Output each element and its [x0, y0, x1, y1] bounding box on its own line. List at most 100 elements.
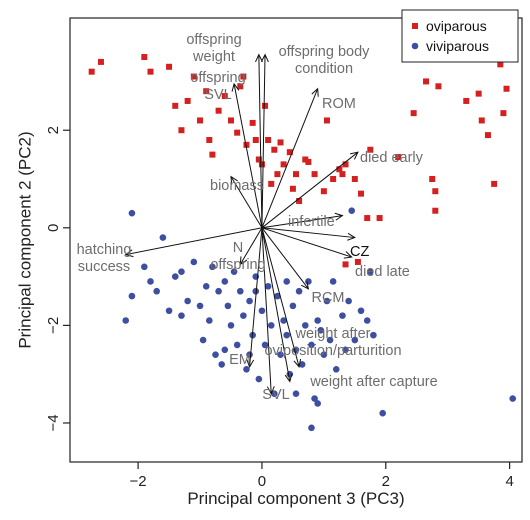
viviparous-point: [271, 390, 278, 397]
oviparous-point: [271, 146, 278, 153]
viviparous-point: [267, 322, 275, 329]
data-points: [88, 54, 517, 432]
loading-label: weight after oviposition/parturition: [264, 326, 401, 359]
loading-label: weight after capture: [309, 374, 437, 390]
viviparous-point: [252, 287, 260, 295]
viviparous-point: [363, 317, 371, 324]
oviparous-point: [336, 166, 343, 173]
oviparous-point: [190, 73, 197, 80]
loading-arrowhead: [301, 280, 310, 290]
viviparous-point: [305, 278, 312, 285]
loading-arrow: [239, 227, 263, 265]
viviparous-point: [357, 307, 365, 315]
viviparous-point: [367, 268, 374, 276]
loading-label: offspring SVL: [190, 70, 245, 103]
loading-arrow: [233, 83, 263, 228]
viviparous-point: [230, 268, 238, 276]
oviparous-point: [475, 90, 482, 97]
viviparous-point: [122, 317, 130, 324]
legend-label-viviparous: viviparous: [426, 38, 489, 54]
viviparous-point: [218, 361, 225, 368]
viviparous-point: [292, 390, 300, 397]
loading-arrowhead: [293, 358, 302, 368]
oviparous-point: [429, 176, 436, 183]
oviparous-point: [503, 85, 510, 92]
oviparous-point: [330, 176, 337, 183]
oviparous-point: [197, 117, 204, 124]
viviparous-point: [128, 209, 136, 217]
viviparous-point: [178, 312, 185, 319]
oviparous-point: [376, 215, 383, 222]
loading-arrow: [261, 227, 309, 290]
oviparous-point: [358, 190, 365, 197]
viviparous-point: [277, 351, 284, 358]
viviparous-point: [301, 322, 309, 329]
viviparous-point: [339, 312, 346, 319]
oviparous-point: [320, 188, 327, 195]
oviparous-point: [262, 102, 269, 109]
loading-arrowhead: [255, 53, 263, 63]
oviparous-point: [432, 188, 439, 195]
viviparous-point: [202, 283, 210, 290]
loading-arrowhead: [347, 232, 356, 241]
oviparous-point: [243, 141, 250, 148]
viviparous-point: [308, 424, 315, 432]
viviparous-point: [153, 287, 160, 295]
x-tick-label: 2: [382, 473, 390, 490]
loading-labels: offspring weight offspring body condition of…: [77, 32, 438, 403]
oviparous-point: [265, 136, 272, 143]
oviparous-point: [88, 68, 95, 75]
oviparous-point: [172, 102, 179, 109]
viviparous-point: [342, 346, 349, 354]
oviparous-point: [268, 180, 275, 187]
viviparous-point: [236, 287, 244, 295]
loading-arrowhead: [239, 256, 248, 266]
viviparous-point: [326, 336, 334, 344]
oviparous-point: [302, 156, 309, 163]
loading-arrowhead: [231, 82, 240, 92]
loading-label: CZ: [350, 244, 369, 260]
viviparous-point: [280, 317, 287, 324]
loading-arrow: [261, 54, 266, 228]
viviparous-point: [243, 365, 250, 373]
viviparous-point: [147, 278, 154, 285]
oviparous-point: [432, 207, 439, 214]
viviparous-point: [215, 287, 222, 295]
loading-arrowhead: [349, 151, 359, 160]
oviparous-point: [274, 171, 281, 178]
legend-box: [401, 9, 519, 63]
viviparous-point: [178, 268, 185, 276]
loading-arrowhead: [230, 175, 238, 185]
oviparous-point: [166, 63, 173, 70]
legend-marker-oviparous: [412, 23, 418, 29]
viviparous-point: [255, 375, 263, 383]
viviparous-point: [240, 312, 247, 319]
oviparous-point: [478, 117, 485, 124]
oviparous-point: [339, 171, 346, 178]
viviparous-point: [264, 283, 272, 290]
legend-marker-viviparous: [411, 42, 419, 50]
loading-arrow: [261, 151, 359, 229]
loading-arrow: [258, 54, 263, 228]
viviparous-point: [314, 400, 321, 407]
loading-arrows: [124, 53, 359, 395]
viviparous-point: [283, 278, 291, 285]
viviparous-point: [171, 273, 179, 280]
oviparous-point: [395, 154, 402, 161]
viviparous-point: [311, 395, 318, 402]
oviparous-point: [178, 127, 185, 134]
plot-frame: [69, 17, 523, 463]
oviparous-point: [209, 151, 216, 158]
oviparous-point: [293, 171, 299, 178]
x-tick-label: 4: [505, 473, 513, 490]
legend: oviparous viviparous: [401, 9, 519, 63]
loading-arrowhead: [343, 251, 353, 259]
viviparous-point: [209, 263, 216, 271]
loading-arrow: [261, 227, 300, 367]
oviparous-point: [323, 117, 330, 124]
viviparous-point: [295, 287, 303, 295]
oviparous-point: [367, 146, 374, 153]
viviparous-point: [246, 297, 253, 305]
oviparous-point: [277, 139, 284, 146]
